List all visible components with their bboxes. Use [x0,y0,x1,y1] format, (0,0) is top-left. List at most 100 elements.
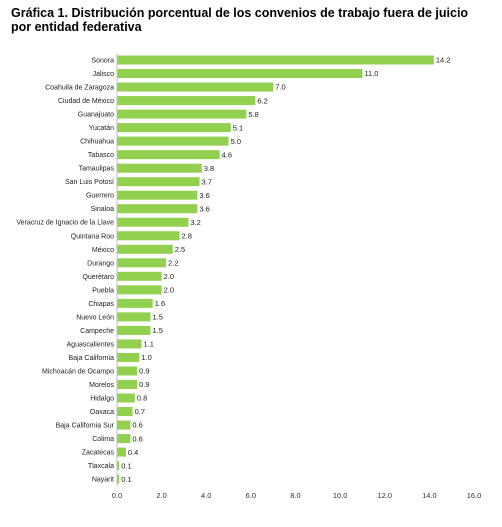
bar-14 [117,244,173,254]
value-label: 7.0 [275,83,285,92]
bar-12 [117,217,189,227]
x-tick-label: 4.0 [201,491,211,500]
value-label: 5.8 [248,110,258,119]
category-label: Tlaxcala [88,463,114,470]
x-tick-label: 10.0 [333,491,348,500]
bar-29 [117,447,126,457]
bar-19 [117,312,151,322]
x-tick-label: 12.0 [377,491,392,500]
category-label: Yucatán [89,125,114,132]
category-label: Baja California [68,355,114,362]
value-label: 2.2 [168,259,178,268]
value-label: 4.6 [222,150,232,159]
bar-25 [117,393,135,403]
category-label: Chiapas [88,301,114,308]
category-label: Guanajuato [78,112,114,119]
category-label: Tabasco [88,152,114,159]
x-tick-label: 0.0 [112,491,122,500]
x-tick-label: 8.0 [290,491,300,500]
value-label: 11.0 [364,69,378,78]
category-label: Jalisco [93,71,115,78]
value-label: 0.6 [132,421,142,430]
category-label: Puebla [92,287,114,294]
bar-22 [117,352,140,362]
value-label: 1.5 [152,313,162,322]
bar-2 [117,82,274,92]
category-label: Sonora [91,58,114,65]
category-label: Oaxaca [90,409,114,416]
value-label: 3.2 [190,218,200,227]
value-label: 0.9 [139,380,149,389]
bar-26 [117,407,133,417]
category-label: Nayarit [92,477,114,484]
category-label: Zacatecas [82,450,115,457]
bar-23 [117,366,138,376]
category-label: Quintana Roo [71,233,114,240]
category-label: Chihuahua [80,139,114,146]
category-label: Coahuila de Zaragoza [45,85,114,92]
category-label: San Luis Potosí [65,179,114,186]
value-label: 2.5 [175,245,185,254]
value-label: 1.1 [144,340,154,349]
value-label: 3.8 [204,164,214,173]
bar-10 [117,190,198,200]
value-label: 0.1 [121,475,131,484]
bar-20 [117,325,151,335]
category-label: Querétaro [82,274,114,281]
bar-24 [117,379,138,389]
bar-15 [117,258,167,268]
value-label: 5.1 [233,123,243,132]
bar-3 [117,96,256,106]
bar-28 [117,434,131,444]
bar-0 [117,55,434,65]
value-label: 6.2 [257,96,267,105]
category-label: Guerrero [86,193,114,200]
category-label: Baja California Sur [56,423,115,430]
bar-5 [117,123,231,133]
value-label: 14.2 [436,56,451,65]
category-label: Morelos [89,382,114,389]
bar-1 [117,69,363,79]
category-label: Aguascalientes [67,341,115,348]
value-label: 1.6 [155,299,165,308]
bar-4 [117,109,247,119]
category-label: Nuevo León [76,314,114,321]
category-label: Sinaloa [91,206,114,213]
bar-7 [117,150,220,160]
value-label: 2.0 [164,272,174,281]
chart-title: Gráfica 1. Distribución porcentual de lo… [11,6,469,34]
category-label: Veracruz de Ignacio de la Llave [16,220,114,227]
value-label: 1.0 [141,353,151,362]
category-label: Ciudad de México [58,98,114,105]
value-label: 0.4 [128,448,138,457]
value-label: 2.8 [181,231,191,240]
category-label: Michoacán de Ocampo [42,368,114,375]
value-label: 3.6 [199,204,209,213]
value-label: 0.7 [135,407,145,416]
bar-27 [117,420,131,430]
value-label: 0.1 [121,461,131,470]
value-label: 3.6 [199,191,209,200]
category-label: Durango [87,260,114,267]
bar-21 [117,339,142,349]
value-label: 2.0 [164,286,174,295]
value-label: 0.8 [137,394,147,403]
bar-8 [117,163,202,173]
bar-16 [117,271,162,281]
x-tick-label: 14.0 [422,491,437,500]
bar-13 [117,231,180,241]
bar-31 [117,474,120,484]
x-tick-label: 6.0 [246,491,256,500]
value-label: 1.5 [152,326,162,335]
category-label: Campeche [80,328,114,335]
bar-30 [117,461,120,471]
bar-17 [117,285,162,295]
bar-9 [117,177,200,187]
value-label: 5.0 [231,137,241,146]
x-tick-label: 16.0 [467,491,482,500]
category-label: Colima [92,436,114,443]
category-label: México [92,247,114,254]
value-label: 3.7 [202,177,212,186]
category-label: Tamaulipas [79,166,115,173]
